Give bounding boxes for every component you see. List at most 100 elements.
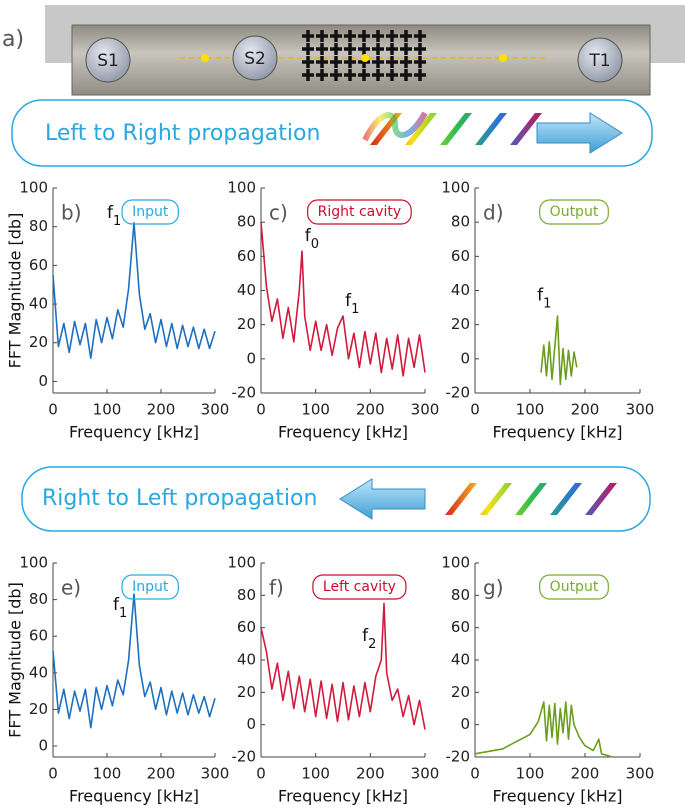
y-tick-label: 0 xyxy=(460,715,470,733)
x-tick-label: 200 xyxy=(147,765,176,783)
cross xyxy=(358,69,370,81)
x-tick-label: 200 xyxy=(147,401,176,419)
cross xyxy=(330,56,342,68)
x-axis-label: Frequency [kHz] xyxy=(493,787,623,806)
x-tick-label: 200 xyxy=(571,401,600,419)
x-tick-label: 100 xyxy=(301,765,330,783)
cross xyxy=(386,69,398,81)
y-axis-label: FFT Magnitude [db] xyxy=(6,582,25,738)
x-tick-label: 0 xyxy=(256,765,266,783)
x-tick-label: 200 xyxy=(356,765,385,783)
y-tick-label: 80 xyxy=(237,213,256,231)
spectrum-line xyxy=(260,602,426,730)
y-tick-label: 0 xyxy=(38,372,48,390)
x-tick-label: 100 xyxy=(301,401,330,419)
y-tick-label: 60 xyxy=(451,247,470,265)
annotation: f1 xyxy=(345,291,359,317)
y-tick-label: 100 xyxy=(227,554,256,572)
spectrum-line xyxy=(52,222,216,359)
x-tick-label: 300 xyxy=(201,765,230,783)
banner xyxy=(11,99,653,167)
point xyxy=(201,54,209,62)
y-tick-label: 20 xyxy=(237,315,256,333)
y-tick-label: -20 xyxy=(446,748,471,766)
x-tick-label: 100 xyxy=(516,401,545,419)
sensor-label: T1 xyxy=(588,51,610,71)
y-tick-label: 60 xyxy=(451,618,470,636)
annotation: f0 xyxy=(305,226,319,252)
annotation: f1 xyxy=(113,595,127,621)
y-tick-label: 100 xyxy=(19,179,48,197)
cross xyxy=(344,56,356,68)
legend-label: Output xyxy=(550,204,599,220)
cross xyxy=(344,30,356,42)
cross xyxy=(414,56,426,68)
cross xyxy=(372,43,384,55)
cross xyxy=(302,56,314,68)
cross xyxy=(344,69,356,81)
y-tick-label: 40 xyxy=(451,651,470,669)
x-tick-label: 100 xyxy=(516,765,545,783)
y-tick-label: 100 xyxy=(441,554,470,572)
y-tick-label: 100 xyxy=(441,179,470,197)
spectrum-line xyxy=(540,315,578,386)
arrow xyxy=(536,112,623,154)
panel-label: a) xyxy=(2,27,24,52)
annotation-text: f xyxy=(107,203,114,223)
legend-label: Left cavity xyxy=(323,579,396,595)
cross xyxy=(414,69,426,81)
cross xyxy=(358,43,370,55)
arrow xyxy=(339,478,426,520)
sensor xyxy=(85,37,131,83)
annotation-text: f xyxy=(305,226,312,246)
point xyxy=(361,54,369,62)
cross xyxy=(372,69,384,81)
x-tick-label: 0 xyxy=(48,401,58,419)
x-tick-label: 0 xyxy=(470,401,480,419)
y-tick-label: 20 xyxy=(237,683,256,701)
cross xyxy=(414,30,426,42)
legend-box xyxy=(307,199,412,225)
sensor-label: S2 xyxy=(244,49,266,69)
legend-label: Right cavity xyxy=(318,204,402,220)
y-tick-label: 60 xyxy=(29,256,48,274)
y-tick-label: 40 xyxy=(237,281,256,299)
legend-box xyxy=(539,199,609,225)
wave-icon xyxy=(445,483,617,515)
annotation-subscript: 2 xyxy=(368,636,376,651)
cross xyxy=(302,69,314,81)
y-tick-label: 40 xyxy=(29,295,48,313)
cross xyxy=(358,30,370,42)
cross xyxy=(400,43,412,55)
legend-box xyxy=(312,574,407,600)
cross xyxy=(316,43,328,55)
panel-label: d) xyxy=(483,201,504,225)
banner-text: Left to Right propagation xyxy=(45,121,320,146)
sensor-label: S1 xyxy=(97,51,119,71)
y-tick-label: 40 xyxy=(237,651,256,669)
annotation: f2 xyxy=(362,626,376,652)
y-tick-label: 40 xyxy=(451,281,470,299)
cross xyxy=(330,69,342,81)
legend-label: Input xyxy=(132,204,169,220)
x-tick-label: 0 xyxy=(470,765,480,783)
annotation-text: f xyxy=(362,626,369,646)
x-axis-label: Frequency [kHz] xyxy=(493,423,623,442)
x-axis-label: Frequency [kHz] xyxy=(69,423,199,442)
legend-box xyxy=(121,199,179,225)
banner-text: Right to Left propagation xyxy=(42,486,317,511)
annotation: f1 xyxy=(537,286,551,312)
cross xyxy=(372,30,384,42)
spectrum-line xyxy=(474,701,613,758)
cross xyxy=(400,56,412,68)
annotation-text: f xyxy=(537,286,544,306)
y-tick-label: 0 xyxy=(246,715,256,733)
annotation-text: f xyxy=(345,291,352,311)
cross xyxy=(400,69,412,81)
x-tick-label: 200 xyxy=(571,765,600,783)
y-tick-label: 0 xyxy=(246,349,256,367)
x-axis-label: Frequency [kHz] xyxy=(278,423,408,442)
panel-label: b) xyxy=(61,201,82,225)
x-tick-label: 300 xyxy=(201,401,230,419)
